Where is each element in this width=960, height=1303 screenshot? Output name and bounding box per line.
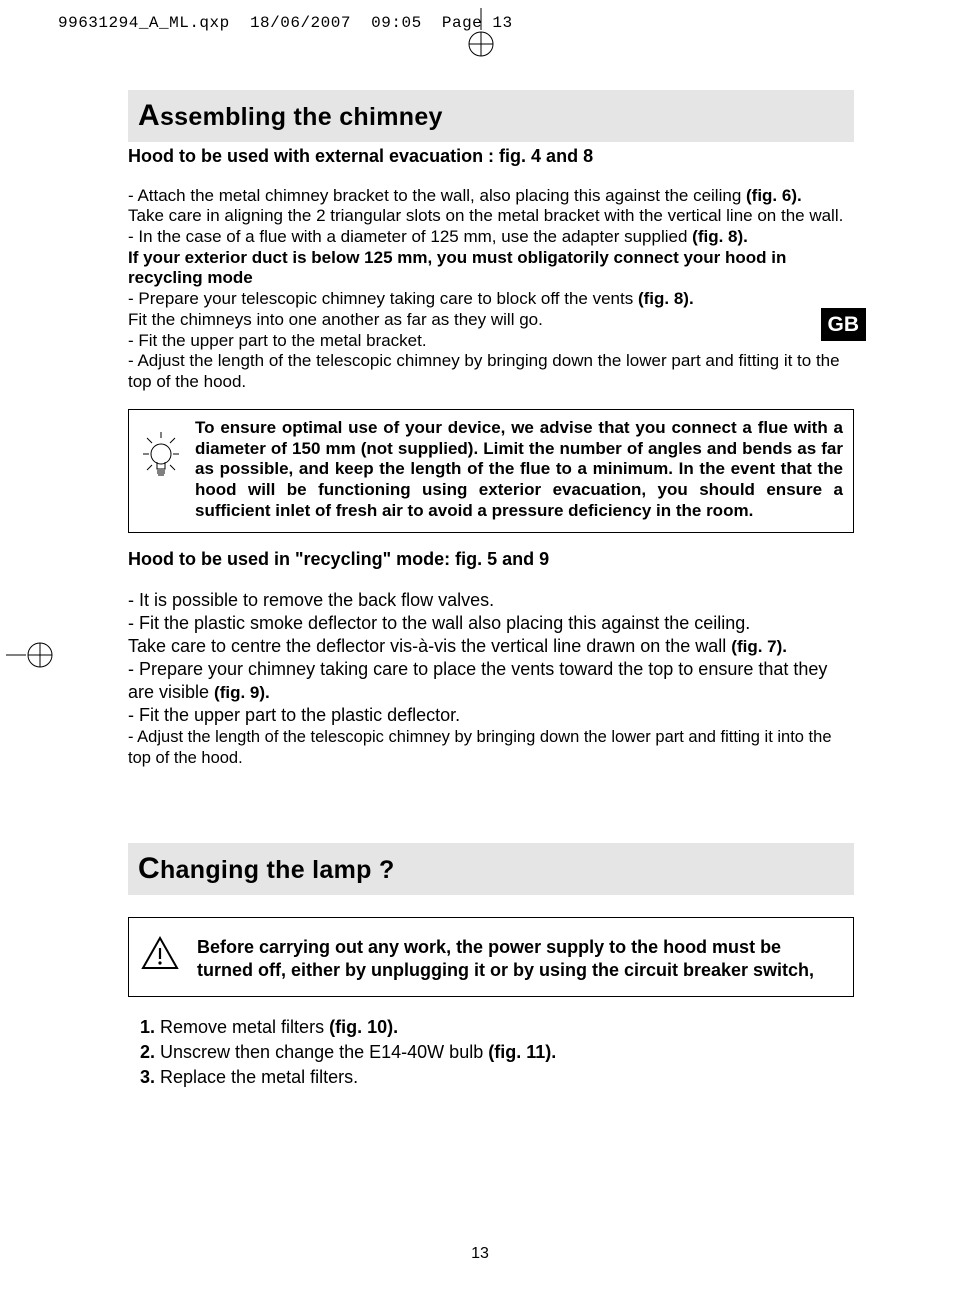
title2-initial: C [138, 852, 160, 885]
p8: - Adjust the length of the telescopic ch… [128, 351, 854, 392]
step-2: 2. Unscrew then change the E14-40W bulb … [140, 1040, 854, 1065]
p5a: - Prepare your telescopic chimney taking… [128, 289, 638, 308]
body-section1: - Attach the metal chimney bracket to th… [128, 186, 854, 393]
section-header-lamp: Changing the lamp ? [128, 843, 854, 895]
p5b: (fig. 8). [638, 289, 694, 308]
subhead-recycling: Hood to be used in "recycling" mode: fig… [128, 549, 854, 571]
lightbulb-icon [137, 418, 185, 484]
step-3: 3. Replace the metal filters. [140, 1065, 854, 1090]
page-number: 13 [0, 1245, 960, 1263]
title2-rest: hanging the lamp ? [160, 856, 395, 884]
crop-mark-top [466, 8, 496, 65]
warning-box: Before carrying out any work, the power … [128, 917, 854, 997]
warning-icon [137, 936, 183, 970]
tip-text: To ensure optimal use of your device, we… [195, 418, 843, 522]
lamp-steps: 1. Remove metal filters (fig. 10). 2. Un… [128, 1015, 854, 1091]
p1b: (fig. 6). [746, 186, 802, 205]
warning-text: Before carrying out any work, the power … [197, 936, 837, 982]
r2: - Fit the plastic smoke deflector to the… [128, 612, 854, 635]
meta-time: 09:05 [371, 14, 422, 32]
r6: - Adjust the length of the telescopic ch… [128, 727, 854, 769]
p7: - Fit the upper part to the metal bracke… [128, 331, 854, 352]
meta-filename: 99631294_A_ML.qxp [58, 14, 230, 32]
title-initial: A [138, 99, 160, 132]
section-header-assembling: Assembling the chimney [128, 90, 854, 142]
p6: Fit the chimneys into one another as far… [128, 310, 854, 331]
subhead-external-evac: Hood to be used with external evacuation… [128, 146, 854, 168]
p1a: - Attach the metal chimney bracket to th… [128, 186, 746, 205]
p2: Take care in aligning the 2 triangular s… [128, 206, 854, 227]
tip-box: To ensure optimal use of your device, we… [128, 409, 854, 533]
meta-date: 18/06/2007 [250, 14, 351, 32]
r4b: (fig. 9). [214, 683, 270, 702]
crop-mark-left [6, 640, 56, 675]
p3a: - In the case of a flue with a diameter … [128, 227, 692, 246]
language-badge: GB [821, 308, 867, 341]
p3b: (fig. 8). [692, 227, 748, 246]
r5: - Fit the upper part to the plastic defl… [128, 704, 854, 727]
r1: - It is possible to remove the back flow… [128, 589, 854, 612]
step-1: 1. Remove metal filters (fig. 10). [140, 1015, 854, 1040]
p4: If your exterior duct is below 125 mm, y… [128, 248, 854, 289]
page-content: Assembling the chimney Hood to be used w… [0, 32, 960, 1090]
title-rest: ssembling the chimney [160, 103, 443, 131]
r3b: (fig. 7). [731, 637, 787, 656]
r3a: Take care to centre the deflector vis-à-… [128, 636, 731, 656]
body-recycling: - It is possible to remove the back flow… [128, 589, 854, 769]
